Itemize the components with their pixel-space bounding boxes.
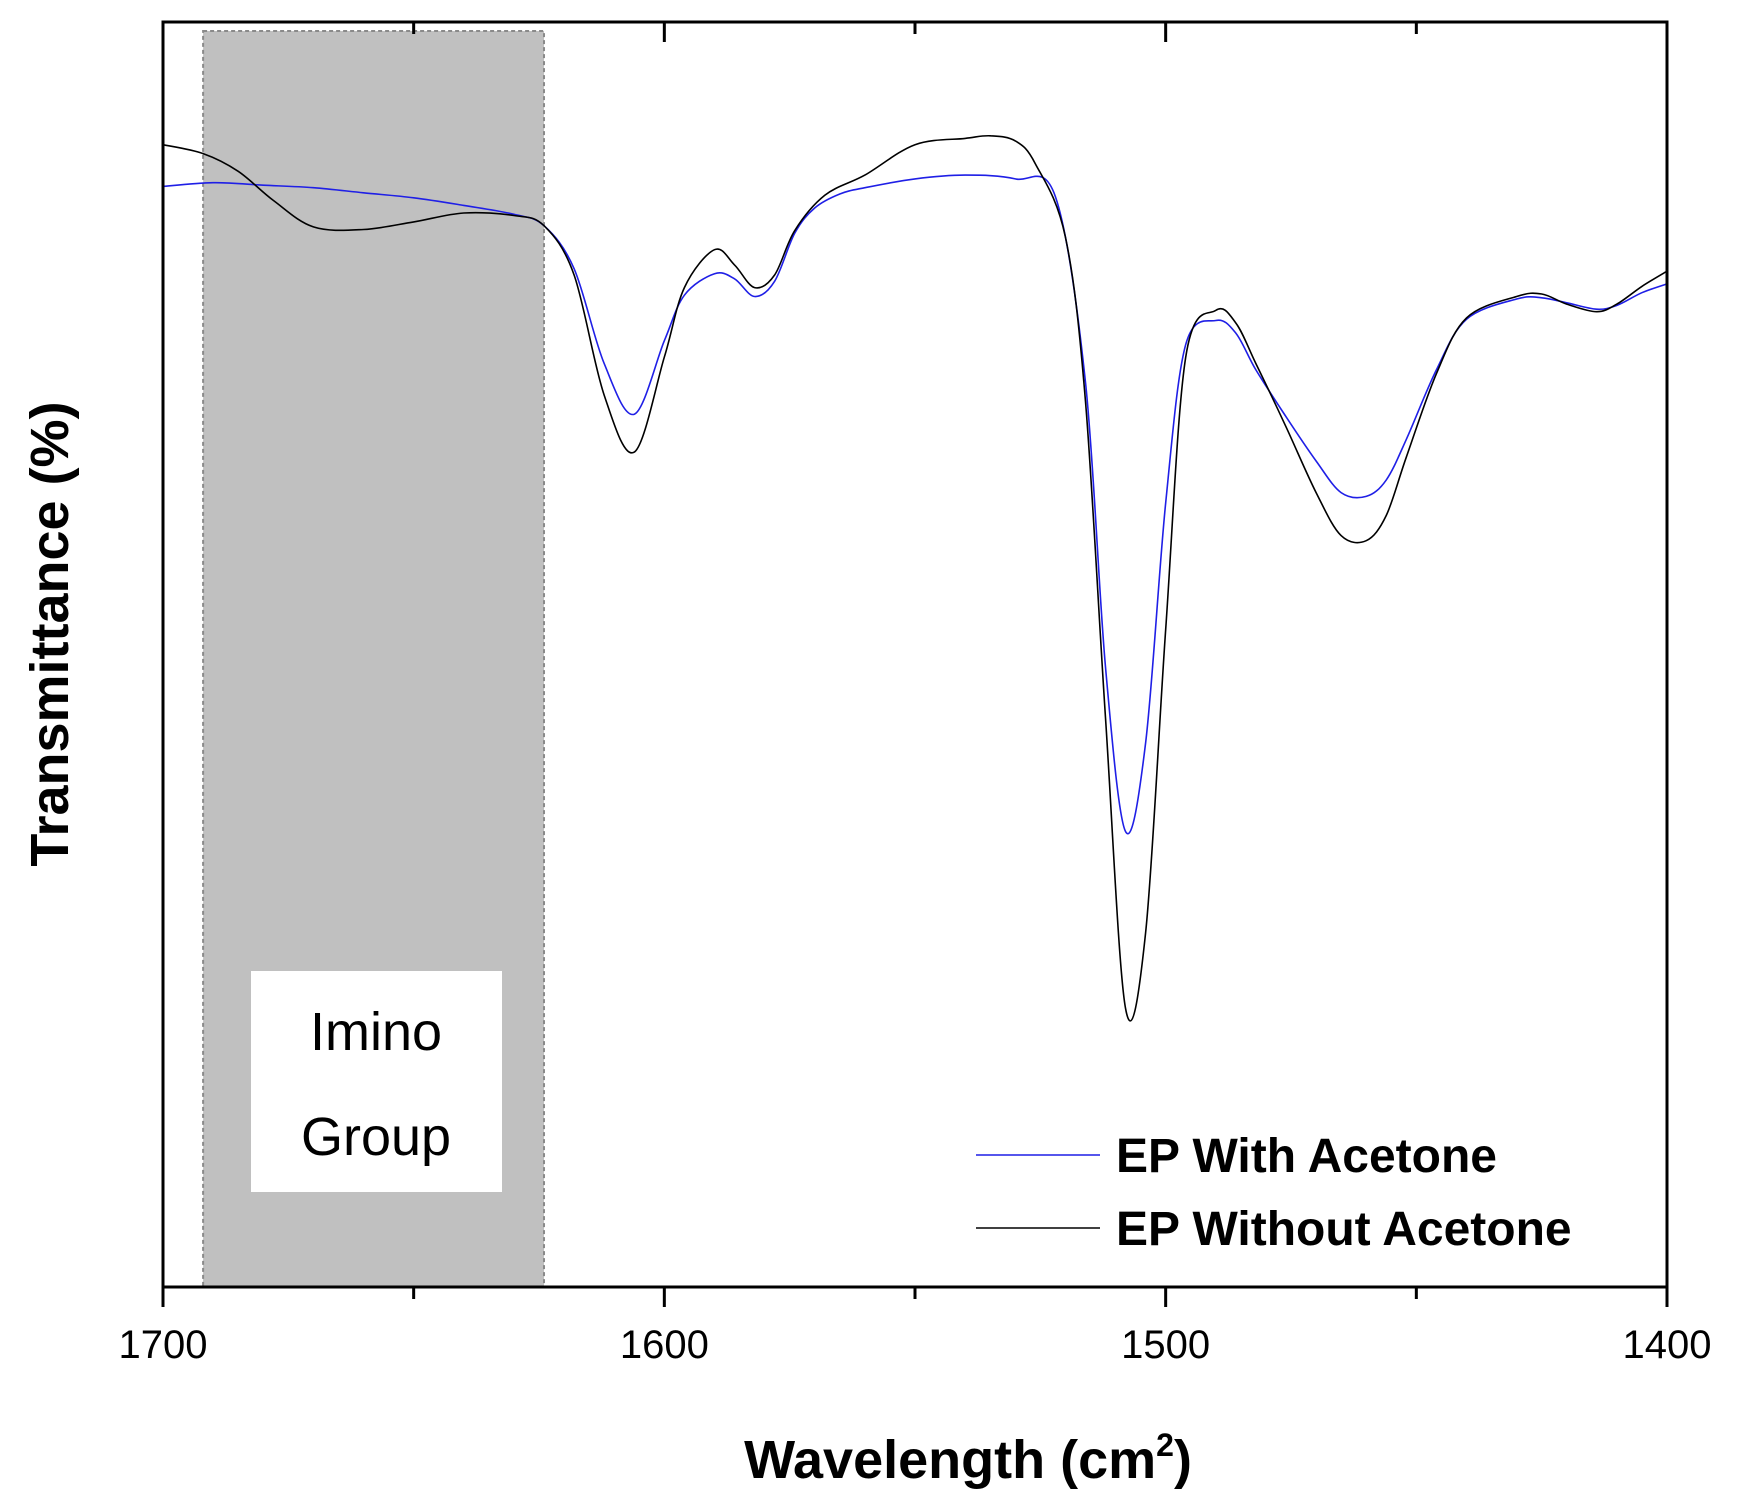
x-tick-label: 1700 [119,1323,208,1367]
x-tick-label: 1400 [1623,1323,1712,1367]
x-axis-title: Wavelength (cm2) [744,1427,1192,1490]
series-line-ep-without-acetone [162,134,1668,1022]
imino-region: Imino Group [202,30,546,1288]
imino-label-line-2: Group [301,1107,451,1167]
legend-label-ep-without-acetone: EP Without Acetone [1116,1203,1572,1256]
legend: EP With Acetone EP Without Acetone [976,1130,1572,1256]
imino-label-line-1: Imino [310,1002,442,1062]
legend-label-ep-with-acetone: EP With Acetone [1116,1130,1497,1183]
x-axis-title-suffix: ) [1174,1430,1192,1490]
x-tick-label: 1500 [1121,1323,1210,1367]
x-axis-ticks: 1700 1600 1500 1400 [119,22,1712,1367]
x-axis-title-main: Wavelength (cm [744,1430,1156,1490]
x-axis-title-superscript: 2 [1156,1427,1174,1463]
y-axis-title: Transmittance (%) [20,401,80,866]
series-layer [162,134,1668,1022]
x-tick-label: 1600 [620,1323,709,1367]
imino-label-box [251,971,502,1192]
